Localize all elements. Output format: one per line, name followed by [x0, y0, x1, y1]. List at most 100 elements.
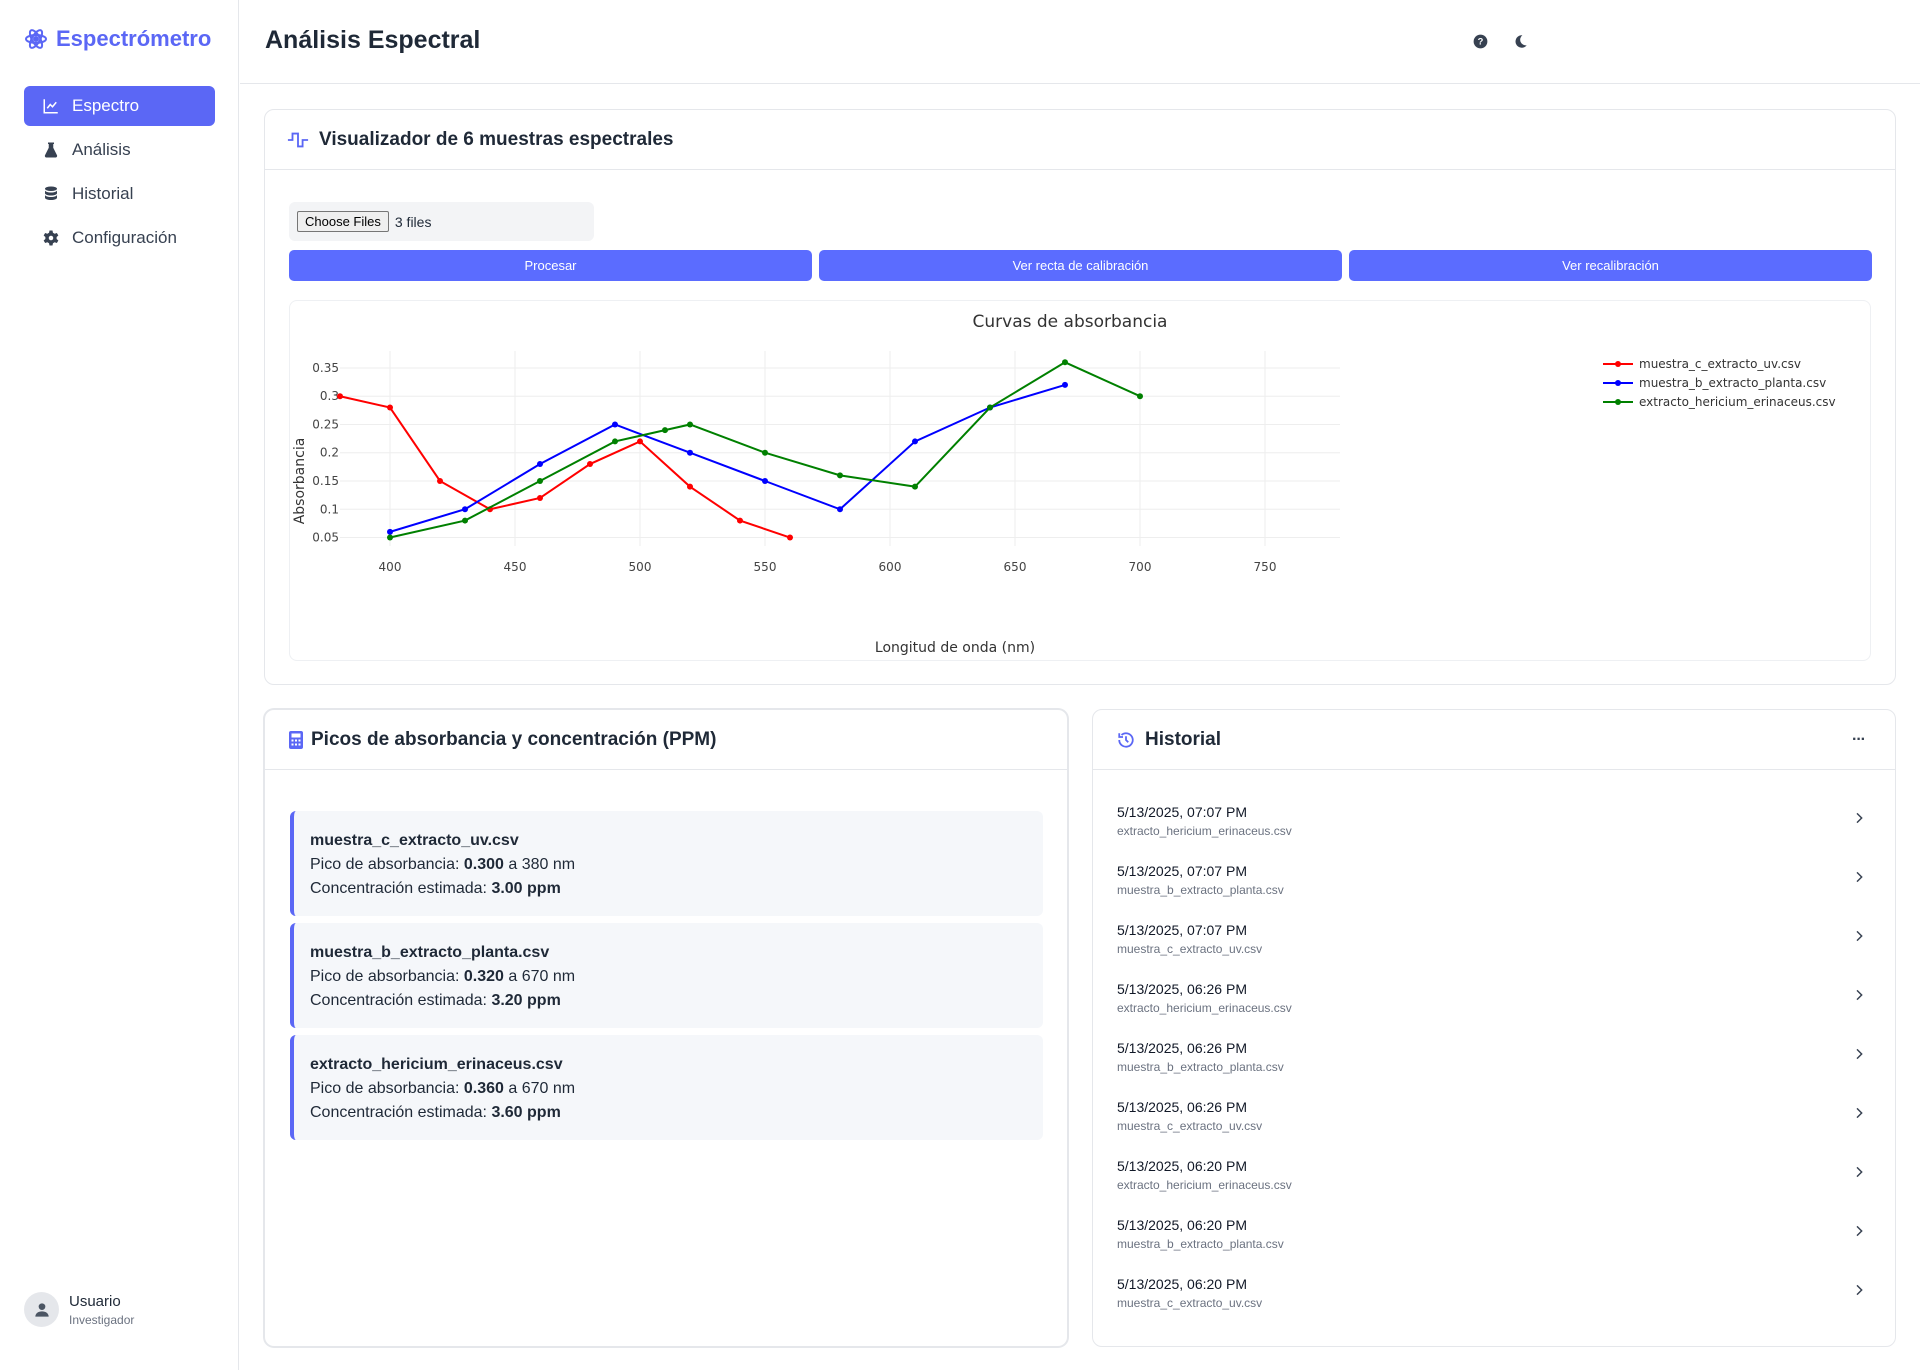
- peak-item: muestra_c_extracto_uv.csv Pico de absorb…: [290, 811, 1043, 916]
- sidebar-item-label: Espectro: [72, 96, 140, 115]
- moon-icon[interactable]: [1509, 30, 1531, 52]
- history-item[interactable]: 5/13/2025, 06:20 PM extracto_hericium_er…: [1117, 1158, 1863, 1217]
- data-point: [387, 534, 393, 541]
- history-item[interactable]: 5/13/2025, 07:07 PM muestra_c_extracto_u…: [1117, 922, 1863, 981]
- x-tick-label: 750: [1254, 560, 1277, 574]
- series-line: [389, 383, 1066, 533]
- history-file: muestra_b_extracto_planta.csv: [1117, 883, 1284, 897]
- choose-files-button[interactable]: Choose Files: [297, 211, 389, 232]
- y-tick-label: 0.2: [320, 446, 339, 460]
- history-date: 5/13/2025, 06:20 PM: [1117, 1158, 1247, 1174]
- data-point: [737, 517, 743, 524]
- recalibration-button[interactable]: Ver recalibración: [1349, 250, 1872, 281]
- history-item[interactable]: 5/13/2025, 07:07 PM muestra_b_extracto_p…: [1117, 863, 1863, 922]
- data-point: [787, 534, 793, 541]
- history-item[interactable]: 5/13/2025, 06:26 PM muestra_c_extracto_u…: [1117, 1099, 1863, 1158]
- data-point: [387, 404, 393, 411]
- chart-xlabel: Longitud de onda (nm): [875, 640, 1035, 656]
- history-item[interactable]: 5/13/2025, 07:07 PM extracto_hericium_er…: [1117, 804, 1863, 863]
- data-point: [537, 461, 543, 468]
- user-role: Investigador: [69, 1312, 135, 1327]
- history-icon: [1118, 731, 1134, 748]
- chevron-right-icon: [1856, 989, 1863, 1001]
- avatar: [24, 1292, 59, 1327]
- data-point: [662, 427, 668, 434]
- sidebar-item-label: Análisis: [72, 140, 131, 159]
- history-date: 5/13/2025, 06:20 PM: [1117, 1276, 1247, 1292]
- series-line: [389, 361, 1141, 539]
- y-tick-label: 0.15: [312, 474, 339, 488]
- history-item[interactable]: 5/13/2025, 06:20 PM muestra_c_extracto_u…: [1117, 1276, 1863, 1335]
- data-point: [1062, 381, 1068, 388]
- history-item[interactable]: 5/13/2025, 06:20 PM muestra_b_extracto_p…: [1117, 1217, 1863, 1276]
- sidebar-item-historial[interactable]: Historial: [24, 174, 215, 214]
- y-tick-label: 0.05: [312, 531, 339, 545]
- data-point: [762, 478, 768, 484]
- history-date: 5/13/2025, 06:20 PM: [1117, 1217, 1247, 1233]
- chart-svg: 400 450 500 550 600 650 700 750 0.05 0.1 0.15 0.2 0.…: [292, 312, 1836, 656]
- user-icon: [34, 1302, 49, 1317]
- history-file: muestra_b_extracto_planta.csv: [1117, 1237, 1284, 1251]
- help-icon[interactable]: ?: [1469, 30, 1491, 52]
- user-name: Usuario: [69, 1292, 121, 1310]
- brand-name: Espectrómetro: [56, 26, 212, 51]
- history-file: muestra_c_extracto_uv.csv: [1117, 1119, 1263, 1133]
- history-file: extracto_hericium_erinaceus.csv: [1117, 824, 1292, 838]
- flask-icon: [44, 142, 58, 158]
- file-input[interactable]: Choose Files 3 files: [289, 202, 594, 241]
- visualizer-title: Visualizador de 6 muestras espectrales: [319, 128, 674, 150]
- data-point: [1062, 359, 1068, 366]
- history-item[interactable]: 5/13/2025, 06:26 PM extracto_hericium_er…: [1117, 981, 1863, 1040]
- data-point: [612, 438, 618, 445]
- sidebar-item-analisis[interactable]: Análisis: [24, 130, 215, 170]
- sidebar-item-configuracion[interactable]: Configuración: [24, 218, 215, 258]
- user-profile[interactable]: Usuario Investigador: [24, 1292, 134, 1327]
- history-date: 5/13/2025, 06:26 PM: [1117, 1099, 1247, 1115]
- history-item[interactable]: 5/13/2025, 06:26 PM muestra_b_extracto_p…: [1117, 1040, 1863, 1099]
- legend-label: muestra_b_extracto_planta.csv: [1639, 376, 1826, 390]
- sidebar-item-label: Configuración: [72, 228, 177, 247]
- sidebar-item-espectro[interactable]: Espectro: [24, 86, 215, 126]
- calculator-icon: [289, 730, 303, 749]
- peak-file: extracto_hericium_erinaceus.csv: [310, 1056, 563, 1073]
- conc-label: Concentración estimada:: [310, 992, 487, 1009]
- y-tick-label: 0.25: [312, 417, 339, 431]
- file-status: 3 files: [394, 213, 432, 230]
- chevron-right-icon: [1856, 1107, 1863, 1119]
- process-button[interactable]: Procesar: [289, 250, 812, 281]
- data-point: [912, 483, 918, 490]
- svg-text:?: ?: [1477, 36, 1483, 46]
- peak-wavelength: a 670 nm: [508, 1080, 576, 1097]
- peaks-card: Picos de absorbancia y concentración (PP…: [264, 709, 1068, 1347]
- peak-item: muestra_b_extracto_planta.csv Pico de ab…: [290, 923, 1043, 1028]
- more-options-button[interactable]: ···: [1852, 730, 1866, 748]
- history-file: muestra_b_extracto_planta.csv: [1117, 1060, 1284, 1074]
- conc-label: Concentración estimada:: [310, 880, 487, 897]
- peak-wavelength: a 380 nm: [508, 856, 576, 873]
- waveform-icon: [287, 132, 309, 147]
- peak-ppm: 3.20 ppm: [491, 992, 561, 1009]
- peak-label: Pico de absorbancia:: [310, 1080, 460, 1097]
- data-point: [687, 421, 693, 428]
- legend-marker: [1615, 380, 1621, 386]
- chart-ticks: 400 450 500 550 600 650 700 750 0.05 0.1 0.15 0.2 0.…: [312, 361, 1276, 574]
- y-tick-label: 0.1: [320, 502, 339, 516]
- peaks-title: Picos de absorbancia y concentración (PP…: [311, 728, 717, 750]
- history-file: extracto_hericium_erinaceus.csv: [1117, 1001, 1292, 1015]
- database-icon: [45, 186, 57, 200]
- chart-grid: [340, 351, 1340, 546]
- data-point: [462, 506, 468, 513]
- peak-label: Pico de absorbancia:: [310, 856, 460, 873]
- page-title: Análisis Espectral: [265, 26, 481, 54]
- x-tick-label: 500: [629, 560, 652, 574]
- calibration-button[interactable]: Ver recta de calibración: [819, 250, 1342, 281]
- data-point: [987, 404, 993, 411]
- chevron-right-icon: [1856, 871, 1863, 883]
- y-tick-label: 0.3: [320, 389, 339, 403]
- peaks-header: Picos de absorbancia y concentración (PP…: [265, 710, 1067, 770]
- peak-wavelength: a 670 nm: [508, 968, 576, 985]
- brand[interactable]: Espectrómetro: [24, 26, 211, 52]
- history-header: Historial ···: [1093, 710, 1895, 770]
- data-point: [637, 438, 643, 445]
- x-tick-label: 700: [1129, 560, 1152, 574]
